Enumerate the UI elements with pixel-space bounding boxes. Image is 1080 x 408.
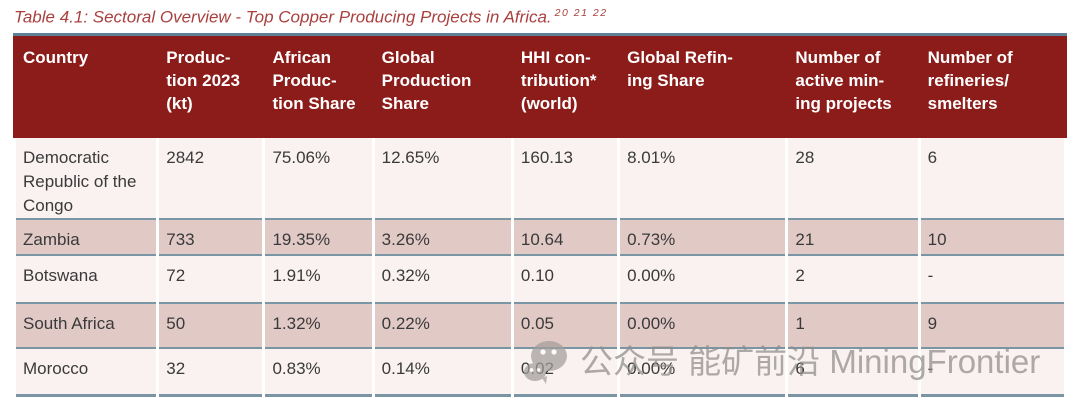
table-cell: 1 — [788, 304, 918, 349]
table-cell: 19.35% — [265, 220, 372, 256]
table-cell: 1.91% — [265, 256, 372, 304]
table-cell: Morocco — [16, 349, 157, 397]
table-cell: 32 — [159, 349, 263, 397]
table-row-botswana: Botswana 72 1.91% 0.32% 0.10 0.00% 2 - — [16, 256, 1064, 304]
table-cell: 733 — [159, 220, 263, 256]
table-cell: 6 — [920, 138, 1064, 220]
column-header-hhi: HHI con- tribution* (world) — [520, 48, 597, 113]
table-cell: Botswana — [16, 256, 157, 304]
table-cell: 0.02 — [513, 349, 618, 397]
table-cell: 72 — [159, 256, 263, 304]
table-cell: South Africa — [16, 304, 157, 349]
table-cell: 75.06% — [265, 138, 372, 220]
table-cell: 160.13 — [513, 138, 618, 220]
table-cell: - — [920, 256, 1064, 304]
table-cell: 2842 — [159, 138, 263, 220]
table-cell: Democratic Republic of the Congo — [16, 138, 157, 220]
table-row-drc: Democratic Republic of the Congo 2842 75… — [16, 138, 1064, 220]
table-cell: 1.32% — [265, 304, 372, 349]
table-cell: 28 — [788, 138, 918, 220]
data-table-container: Country Produc- tion 2023 (kt) African P… — [13, 33, 1067, 397]
table-cell: 0.05 — [513, 304, 618, 349]
table-cell: 0.14% — [374, 349, 511, 397]
table-row-morocco: Morocco 32 0.83% 0.14% 0.02 0.00% 6 - — [16, 349, 1064, 397]
table-row-south-africa: South Africa 50 1.32% 0.22% 0.05 0.00% 1… — [16, 304, 1064, 349]
table-cell: 0.83% — [265, 349, 372, 397]
table-cell: Zambia — [16, 220, 157, 256]
header-row: Country Produc- tion 2023 (kt) African P… — [16, 36, 1064, 138]
table-cell: 9 — [920, 304, 1064, 349]
table-cell: 50 — [159, 304, 263, 349]
table-cell: 21 — [788, 220, 918, 256]
table-cell: 10 — [920, 220, 1064, 256]
table-cell: 0.73% — [620, 220, 786, 256]
column-header-mining-projects: Number of active min- ing projects — [795, 48, 892, 113]
copper-production-table: Country Produc- tion 2023 (kt) African P… — [13, 36, 1067, 397]
table-cell: 0.22% — [374, 304, 511, 349]
table-cell: 2 — [788, 256, 918, 304]
table-row-zambia: Zambia 733 19.35% 3.26% 10.64 0.73% 21 1… — [16, 220, 1064, 256]
table-caption-text: Table 4.1: Sectoral Overview - Top Coppe… — [14, 7, 552, 27]
column-header-african-share: African Produc- tion Share — [272, 48, 356, 113]
column-header-production-2023: Produc- tion 2023 (kt) — [166, 48, 240, 113]
table-cell: 6 — [788, 349, 918, 397]
table-cell: - — [920, 349, 1064, 397]
table-cell: 0.00% — [620, 304, 786, 349]
table-cell: 10.64 — [513, 220, 618, 256]
table-cell: 3.26% — [374, 220, 511, 256]
table-cell: 0.10 — [513, 256, 618, 304]
table-cell: 12.65% — [374, 138, 511, 220]
table-cell: 8.01% — [620, 138, 786, 220]
column-header-refining-share: Global Refin- ing Share — [627, 48, 733, 90]
column-header-refineries: Number of refineries/ smelters — [927, 48, 1013, 113]
table-cell: 0.00% — [620, 349, 786, 397]
table-cell: 0.32% — [374, 256, 511, 304]
table-caption: Table 4.1: Sectoral Overview - Top Coppe… — [0, 0, 1080, 33]
table-cell: 0.00% — [620, 256, 786, 304]
footnote-references: 20 21 22 — [554, 7, 608, 19]
column-header-country: Country — [23, 48, 89, 67]
column-header-global-share: Global Production Share — [381, 48, 472, 113]
